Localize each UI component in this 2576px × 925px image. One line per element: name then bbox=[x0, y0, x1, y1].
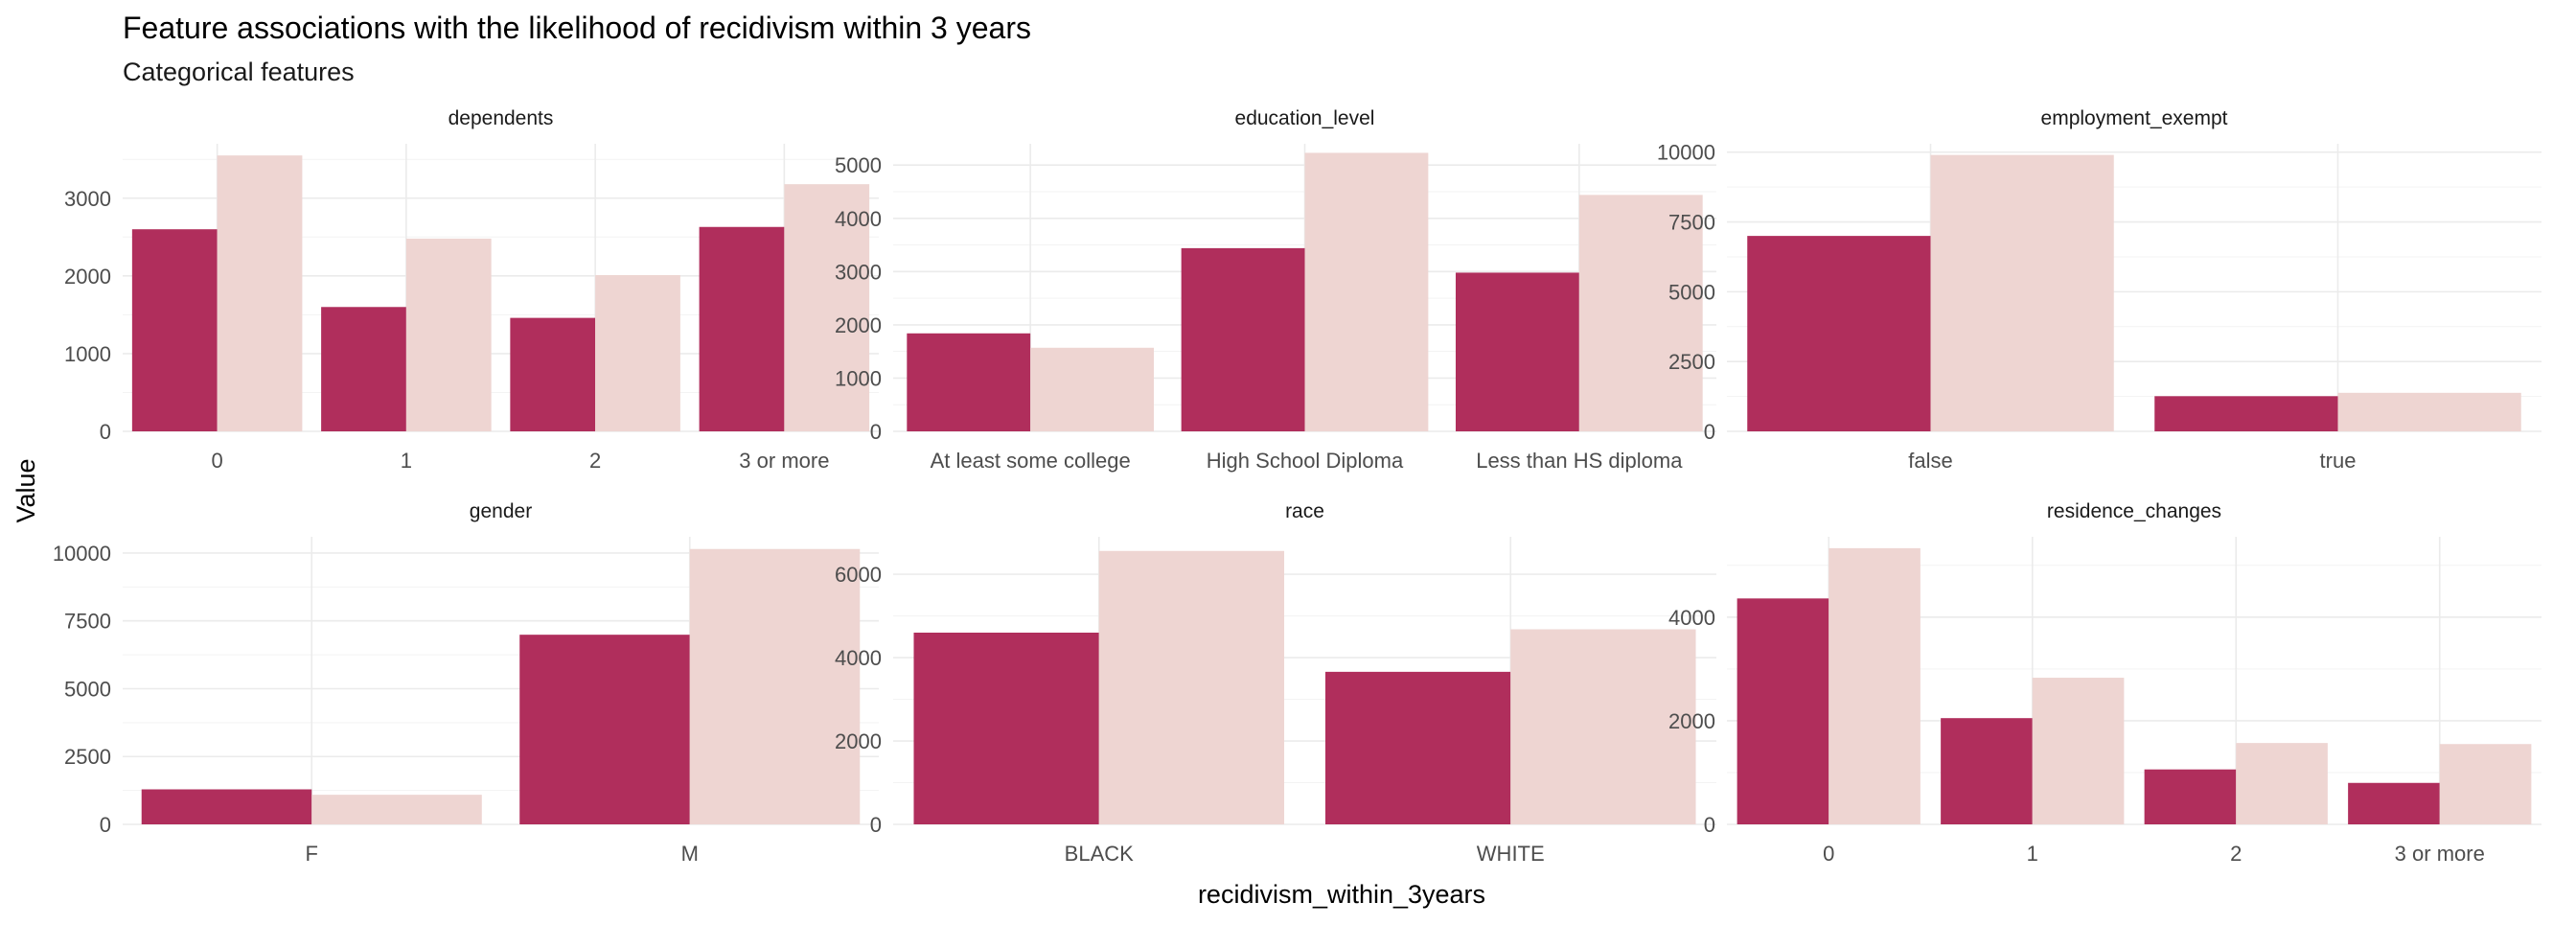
y-tick-label: 0 bbox=[100, 420, 111, 444]
facet-panel-education-level: 0 1000 2000 3000 4000 5000 At least some colle… bbox=[835, 107, 1716, 473]
bar-series-a bbox=[2144, 769, 2237, 824]
y-tick-label: 0 bbox=[1704, 813, 1715, 837]
y-tick-label: 10000 bbox=[53, 542, 111, 566]
bar-series-b bbox=[2439, 744, 2532, 824]
y-tick-label: 7500 bbox=[64, 610, 111, 634]
bar-series-a bbox=[2154, 396, 2338, 431]
chart-title: Feature associations with the likelihood… bbox=[123, 11, 1031, 45]
y-tick-label: 5000 bbox=[1668, 280, 1715, 304]
bar-series-b bbox=[2337, 392, 2521, 431]
bar-series-a bbox=[510, 317, 596, 431]
y-tick-label: 2000 bbox=[835, 313, 882, 337]
y-tick-label: 2500 bbox=[64, 745, 111, 769]
facet-strip-label: education_level bbox=[1235, 107, 1375, 129]
bar-series-b bbox=[217, 155, 303, 431]
facet-strip-label: employment_exempt bbox=[2041, 107, 2228, 129]
facet-strip-label: residence_changes bbox=[2047, 500, 2221, 522]
x-axis-title: recidivism_within_3years bbox=[1198, 880, 1485, 909]
bar-series-b bbox=[595, 275, 680, 431]
bar-series-b bbox=[1030, 347, 1155, 431]
y-tick-label: 2000 bbox=[835, 729, 882, 753]
bar-series-a bbox=[1736, 598, 1829, 824]
x-tick-label: M bbox=[681, 842, 699, 866]
x-tick-label: WHITE bbox=[1477, 842, 1545, 866]
x-tick-label: 3 or more bbox=[2395, 842, 2485, 866]
bar-series-b bbox=[2032, 678, 2125, 824]
y-tick-label: 5000 bbox=[64, 677, 111, 701]
facet-strip-label: dependents bbox=[448, 107, 554, 129]
x-tick-label: High School Diploma bbox=[1207, 449, 1404, 473]
bar-series-a bbox=[1181, 247, 1305, 431]
bar-series-a bbox=[699, 226, 785, 431]
y-tick-label: 1000 bbox=[64, 342, 111, 366]
y-tick-label: 1000 bbox=[835, 366, 882, 390]
bar-series-a bbox=[131, 229, 218, 431]
bar-series-a bbox=[2348, 782, 2440, 824]
y-tick-label: 4000 bbox=[835, 207, 882, 231]
y-tick-label: 0 bbox=[870, 420, 882, 444]
y-tick-label: 2000 bbox=[1668, 709, 1715, 733]
bar-series-b bbox=[311, 795, 482, 824]
x-tick-label: 0 bbox=[1823, 842, 1834, 866]
x-tick-label: true bbox=[2320, 449, 2357, 473]
bar-series-a bbox=[141, 789, 312, 824]
y-tick-label: 3000 bbox=[64, 187, 111, 211]
bar-series-b bbox=[689, 548, 861, 824]
y-tick-label: 2500 bbox=[1668, 350, 1715, 374]
facet-strip-label: race bbox=[1285, 500, 1324, 522]
x-tick-label: Less than HS diploma bbox=[1476, 449, 1683, 473]
y-tick-label: 7500 bbox=[1668, 211, 1715, 235]
bar-series-b bbox=[2236, 743, 2328, 824]
facet-panel-race: 0 2000 4000 6000 BLACK WHITE race bbox=[835, 500, 1716, 866]
bar-series-a bbox=[1324, 671, 1511, 824]
bar-series-a bbox=[913, 633, 1099, 824]
x-tick-label: 0 bbox=[212, 449, 223, 473]
y-tick-label: 3000 bbox=[835, 260, 882, 284]
y-tick-label: 0 bbox=[1704, 420, 1715, 444]
y-tick-label: 4000 bbox=[835, 646, 882, 670]
x-tick-label: 1 bbox=[401, 449, 412, 473]
facet-panel-dependents: 0 1000 2000 3000 0 1 2 3 or more dependents bbox=[64, 107, 879, 473]
y-tick-label: 6000 bbox=[835, 563, 882, 587]
x-tick-label: 2 bbox=[2230, 842, 2242, 866]
facet-strip-label: gender bbox=[470, 500, 532, 522]
x-tick-label: false bbox=[1908, 449, 1952, 473]
bar-series-b bbox=[405, 238, 492, 431]
x-tick-label: 2 bbox=[589, 449, 601, 473]
bar-series-b bbox=[1510, 629, 1696, 824]
x-tick-label: 3 or more bbox=[739, 449, 829, 473]
bar-series-b bbox=[1578, 195, 1703, 431]
y-tick-label: 10000 bbox=[1657, 141, 1715, 165]
facet-panel-employment-exempt: 0 2500 5000 7500 10000 false true employment_ex… bbox=[1657, 107, 2542, 473]
y-tick-label: 4000 bbox=[1668, 606, 1715, 630]
bar-series-b bbox=[1930, 154, 2114, 431]
bar-series-b bbox=[784, 184, 870, 431]
bar-series-b bbox=[1304, 152, 1429, 431]
bar-series-a bbox=[1747, 236, 1931, 431]
bar-series-a bbox=[1455, 272, 1579, 431]
x-tick-label: BLACK bbox=[1065, 842, 1134, 866]
x-tick-label: 1 bbox=[2027, 842, 2038, 866]
bar-series-a bbox=[907, 333, 1031, 431]
bar-series-a bbox=[1941, 718, 2033, 824]
x-tick-label: F bbox=[306, 842, 318, 866]
bar-series-a bbox=[321, 307, 406, 431]
chart-subtitle: Categorical features bbox=[123, 58, 355, 86]
x-tick-label: At least some college bbox=[931, 449, 1131, 473]
y-tick-label: 0 bbox=[870, 813, 882, 837]
y-axis-title: Value bbox=[12, 458, 40, 522]
facet-panel-residence-changes: 0 2000 4000 0 1 2 3 or more residence_changes bbox=[1668, 500, 2542, 866]
y-tick-label: 0 bbox=[100, 813, 111, 837]
y-tick-label: 5000 bbox=[835, 153, 882, 177]
bar-series-a bbox=[519, 635, 690, 824]
bar-series-b bbox=[1828, 547, 1920, 824]
bar-series-b bbox=[1098, 550, 1285, 824]
y-tick-label: 2000 bbox=[64, 265, 111, 289]
